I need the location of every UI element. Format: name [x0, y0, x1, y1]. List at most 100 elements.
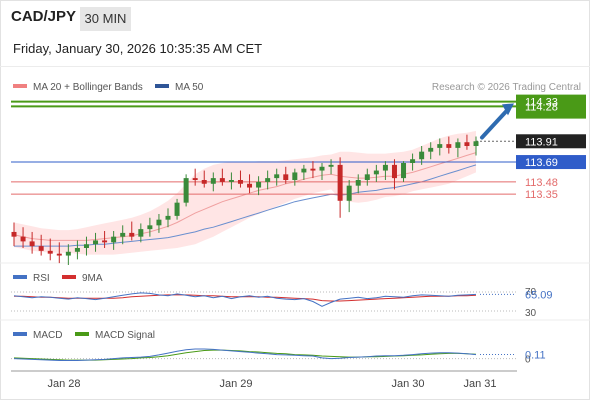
candle-body — [292, 172, 298, 180]
candle-body — [337, 164, 343, 201]
macd-line — [13, 348, 477, 361]
x-tick-jan-28: Jan 28 — [47, 378, 80, 390]
candle-body — [111, 236, 117, 243]
candle-body — [20, 236, 26, 242]
candle-body — [301, 168, 307, 173]
candle-body — [93, 240, 99, 245]
candle-body — [283, 174, 289, 180]
price-labels-layer: 113.48113.35114.28114.33114.28113.91113.… — [516, 94, 586, 201]
forecast-arrow-shaft — [480, 107, 510, 140]
x-tick-jan-30: Jan 30 — [391, 378, 424, 390]
candle-body — [364, 174, 370, 180]
candle-body — [74, 248, 80, 252]
candle-body — [373, 170, 379, 175]
macd-layer: 00.11 — [11, 348, 546, 366]
candle-body — [346, 185, 352, 201]
candle-body — [401, 163, 407, 179]
candle-body — [56, 253, 62, 256]
macd-signal-legend-label: MACD Signal — [95, 330, 155, 341]
candle-body — [83, 244, 89, 248]
symbol-title: CAD/JPY — [11, 8, 77, 25]
candle-body — [428, 147, 434, 152]
candle-body — [247, 183, 253, 188]
rsi-ma-legend-swatch — [62, 275, 76, 279]
credit-label: Research © 2026 Trading Central — [432, 82, 581, 93]
macd-signal-legend-swatch — [75, 332, 89, 336]
candle-body — [265, 178, 271, 182]
candle-body — [473, 141, 479, 146]
candle-body — [410, 159, 416, 163]
rsi-line — [13, 292, 477, 307]
macd-last-label: 0.11 — [525, 350, 546, 362]
candle-body — [65, 251, 71, 256]
x-tick-jan-29: Jan 29 — [219, 378, 252, 390]
last-price-label: 113.91 — [525, 136, 558, 148]
rsi-legend-swatch — [13, 275, 27, 279]
candle-body — [355, 180, 361, 186]
candle-body — [455, 142, 461, 148]
candle-body — [310, 168, 316, 171]
candle-body — [174, 202, 180, 216]
candle-body — [129, 232, 135, 237]
candle-body — [328, 164, 334, 167]
candle-body — [464, 142, 470, 146]
forecast-arrow-layer — [480, 103, 514, 140]
pivot-label-113-69: 113.69 — [525, 157, 558, 169]
rsi-ma-legend-label: 9MA — [82, 273, 103, 284]
bb-legend-label: MA 20 + Bollinger Bands — [33, 82, 143, 93]
forecast-arrow-head — [502, 103, 514, 116]
candle-body — [419, 151, 425, 160]
ma50-legend-swatch — [155, 84, 169, 88]
candle-body — [437, 144, 443, 148]
candle-body — [183, 178, 189, 203]
level-label-113-35: 113.35 — [525, 189, 558, 201]
bollinger-band-layer — [13, 130, 477, 255]
resistance-label-box — [516, 94, 586, 119]
candle-body — [138, 229, 144, 237]
macd-legend-swatch — [13, 332, 27, 336]
pivot-label-113-69-box — [516, 155, 586, 170]
candles-layer — [11, 134, 479, 265]
candle-body — [256, 181, 262, 188]
candle-body — [228, 180, 234, 182]
bollinger-band-fill — [14, 130, 476, 255]
level-lines-layer — [11, 100, 516, 195]
candle-body — [192, 178, 198, 180]
candle-body — [391, 164, 397, 179]
candle-body — [201, 180, 207, 184]
candle-body — [147, 225, 153, 230]
candle-body — [29, 241, 35, 247]
rsi-ref-label-70: 70 — [525, 287, 537, 298]
candle-body — [165, 215, 171, 220]
candle-body — [219, 178, 225, 182]
level-label-114-28: 114.28 — [525, 101, 558, 113]
datetime-label: Friday, January 30, 2026 10:35:35 AM CET — [13, 41, 263, 56]
candle-body — [382, 164, 388, 171]
header-divider — [0, 66, 590, 67]
timeframe-button[interactable]: 30 MIN — [80, 7, 131, 31]
candle-body — [47, 250, 53, 254]
rsi-layer: 70 30 65.09 — [11, 287, 553, 319]
candle-body — [319, 166, 325, 171]
ma50-line — [14, 164, 477, 247]
candle-body — [156, 219, 162, 226]
level-label-113-48: 113.48 — [525, 177, 558, 189]
candle-body — [210, 178, 216, 184]
rsi-legend-label: RSI — [33, 273, 50, 284]
candle-body — [237, 180, 243, 184]
ma50-legend-label: MA 50 — [175, 82, 204, 93]
rsi-last-label: 65.09 — [525, 289, 553, 301]
candle-body — [120, 232, 126, 237]
candle-body — [11, 231, 17, 237]
bb-legend-swatch — [13, 84, 27, 88]
rsi-ref-label-30: 30 — [525, 308, 537, 319]
candle-body — [102, 240, 108, 243]
level-label-114-33: 114.33 — [525, 97, 558, 109]
x-tick-jan-31: Jan 31 — [463, 378, 496, 390]
candle-body — [446, 144, 452, 148]
candle-body — [274, 174, 280, 179]
macd-zero-label: 0 — [525, 355, 531, 366]
last-price-label-box — [516, 134, 586, 149]
candle-body — [38, 246, 44, 251]
